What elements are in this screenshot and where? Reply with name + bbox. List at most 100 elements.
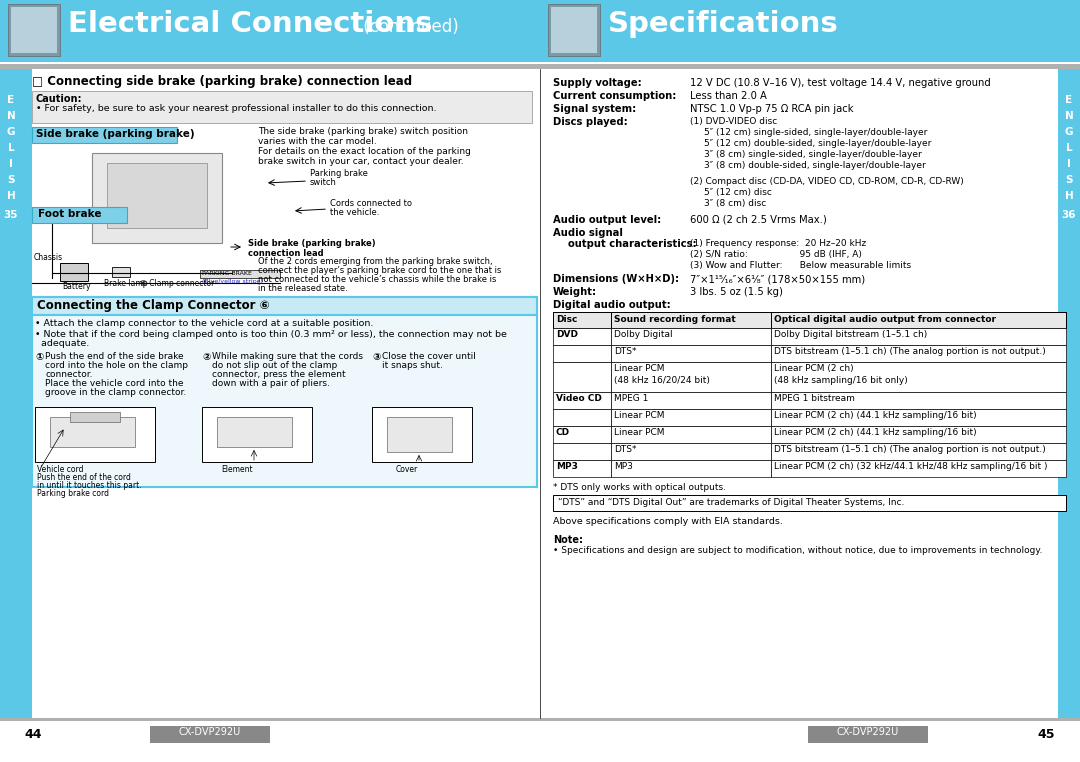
Text: Weight:: Weight:: [553, 287, 597, 297]
Text: Discs played:: Discs played:: [553, 117, 627, 127]
Bar: [200, 270, 280, 278]
Text: Supply voltage:: Supply voltage:: [553, 78, 642, 88]
Text: L: L: [1066, 143, 1072, 153]
Bar: [540, 0, 1080, 62]
Text: Sound recording format: Sound recording format: [615, 315, 735, 324]
Text: DTS bitstream (1–5.1 ch) (The analog portion is not output.): DTS bitstream (1–5.1 ch) (The analog por…: [774, 445, 1045, 454]
Text: PARKING BRAKE: PARKING BRAKE: [202, 271, 252, 276]
Text: it snaps shut.: it snaps shut.: [382, 361, 443, 370]
Bar: [771, 409, 1066, 426]
Bar: [771, 362, 1066, 392]
Bar: [611, 426, 771, 443]
Text: H: H: [1065, 191, 1074, 201]
Text: Brake lamp: Brake lamp: [104, 279, 148, 288]
Text: varies with the car model.: varies with the car model.: [258, 137, 377, 146]
Text: switch: switch: [310, 178, 337, 187]
Text: down with a pair of pliers.: down with a pair of pliers.: [212, 379, 329, 388]
Text: Current consumption:: Current consumption:: [553, 91, 676, 101]
Text: G: G: [6, 127, 15, 137]
Text: Push the end of the cord: Push the end of the cord: [37, 473, 131, 482]
Bar: [32, 297, 537, 487]
Bar: [771, 426, 1066, 443]
Bar: [11, 7, 57, 53]
Text: While making sure that the cords: While making sure that the cords: [212, 352, 363, 361]
Bar: [611, 328, 771, 345]
Text: Close the cover until: Close the cover until: [382, 352, 476, 361]
Text: (3) Wow and Flutter:      Below measurable limits: (3) Wow and Flutter: Below measurable li…: [690, 261, 912, 270]
Bar: [32, 207, 127, 223]
Text: Video CD: Video CD: [556, 394, 602, 403]
Text: H: H: [6, 191, 15, 201]
Text: Connecting the Clamp Connector ⑥: Connecting the Clamp Connector ⑥: [37, 299, 270, 312]
Text: (48 kHz 16/20/24 bit): (48 kHz 16/20/24 bit): [615, 376, 710, 385]
Text: the vehicle.: the vehicle.: [330, 208, 379, 217]
Text: * DTS only works with optical outputs.: * DTS only works with optical outputs.: [553, 483, 726, 492]
Bar: [611, 362, 771, 392]
Text: 3″ (8 cm) disc: 3″ (8 cm) disc: [704, 199, 766, 208]
Bar: [8, 4, 60, 56]
Bar: [553, 495, 1066, 511]
Bar: [92, 153, 222, 243]
Text: • Specifications and design are subject to modification, without notice, due to : • Specifications and design are subject …: [553, 546, 1042, 555]
Text: MPEG 1: MPEG 1: [615, 394, 648, 403]
Text: ①: ①: [35, 352, 43, 362]
Bar: [611, 392, 771, 409]
Text: For details on the exact location of the parking: For details on the exact location of the…: [258, 147, 471, 156]
Text: MP3: MP3: [556, 462, 578, 471]
Text: Chassis: Chassis: [33, 253, 63, 262]
Text: (1) DVD-VIDEO disc: (1) DVD-VIDEO disc: [690, 117, 778, 126]
Text: brake switch in your car, contact your dealer.: brake switch in your car, contact your d…: [258, 157, 463, 166]
Text: Side brake (parking brake): Side brake (parking brake): [36, 129, 194, 139]
Text: 3″ (8 cm) single-sided, single-layer/double-layer: 3″ (8 cm) single-sided, single-layer/dou…: [704, 150, 921, 159]
Bar: [771, 328, 1066, 345]
Text: Above specifications comply with EIA standards.: Above specifications comply with EIA sta…: [553, 517, 783, 526]
Text: N: N: [1065, 111, 1074, 121]
Bar: [107, 163, 207, 228]
Text: ⑥ Clamp connector: ⑥ Clamp connector: [140, 279, 214, 288]
Text: CX-DVP292U: CX-DVP292U: [179, 727, 241, 737]
Text: in until it touches this part.: in until it touches this part.: [37, 481, 141, 490]
Text: output characteristics:: output characteristics:: [568, 239, 697, 249]
Bar: [0, 64, 540, 69]
Text: connection lead: connection lead: [248, 249, 324, 258]
Text: DVD: DVD: [556, 330, 578, 339]
Bar: [771, 392, 1066, 409]
Text: Dimensions (W×H×D):: Dimensions (W×H×D):: [553, 274, 679, 284]
Bar: [553, 409, 611, 426]
Text: Element: Element: [221, 465, 253, 474]
Text: Audio signal: Audio signal: [553, 228, 623, 238]
Text: Parking brake cord: Parking brake cord: [37, 489, 109, 498]
Text: Linear PCM (2 ch) (44.1 kHz sampling/16 bit): Linear PCM (2 ch) (44.1 kHz sampling/16 …: [774, 428, 976, 437]
Text: (1) Frequency response:  20 Hz–20 kHz: (1) Frequency response: 20 Hz–20 kHz: [690, 239, 866, 248]
Text: connector.: connector.: [45, 370, 93, 379]
Text: Electrical Connections: Electrical Connections: [68, 10, 432, 38]
Text: Battery: Battery: [62, 282, 91, 291]
Bar: [611, 443, 771, 460]
Bar: [0, 69, 22, 729]
Text: 44: 44: [24, 728, 41, 741]
Text: 5″ (12 cm) double-sided, single-layer/double-layer: 5″ (12 cm) double-sided, single-layer/do…: [704, 139, 931, 148]
Bar: [372, 407, 472, 462]
Text: DTS*: DTS*: [615, 445, 636, 454]
Bar: [548, 4, 600, 56]
Text: □ Connecting side brake (parking brake) connection lead: □ Connecting side brake (parking brake) …: [32, 75, 413, 88]
Bar: [553, 362, 611, 392]
Bar: [771, 345, 1066, 362]
Text: I: I: [1067, 159, 1071, 169]
Text: 36: 36: [1062, 210, 1077, 220]
Bar: [217, 417, 292, 447]
Bar: [202, 407, 312, 462]
Bar: [50, 417, 135, 447]
Text: The side brake (parking brake) switch position: The side brake (parking brake) switch po…: [258, 127, 468, 136]
Text: • For safety, be sure to ask your nearest professional installer to do this conn: • For safety, be sure to ask your neares…: [36, 104, 436, 113]
Text: Of the 2 cords emerging from the parking brake switch,: Of the 2 cords emerging from the parking…: [258, 257, 492, 266]
Text: Vehicle cord: Vehicle cord: [37, 465, 83, 474]
Text: I: I: [9, 159, 13, 169]
Text: MP3: MP3: [615, 462, 633, 471]
Bar: [551, 7, 597, 53]
Bar: [611, 345, 771, 362]
Text: CD: CD: [556, 428, 570, 437]
Bar: [540, 62, 1080, 64]
Text: (48 kHz sampling/16 bit only): (48 kHz sampling/16 bit only): [774, 376, 908, 385]
Text: do not slip out of the clamp: do not slip out of the clamp: [212, 361, 337, 370]
